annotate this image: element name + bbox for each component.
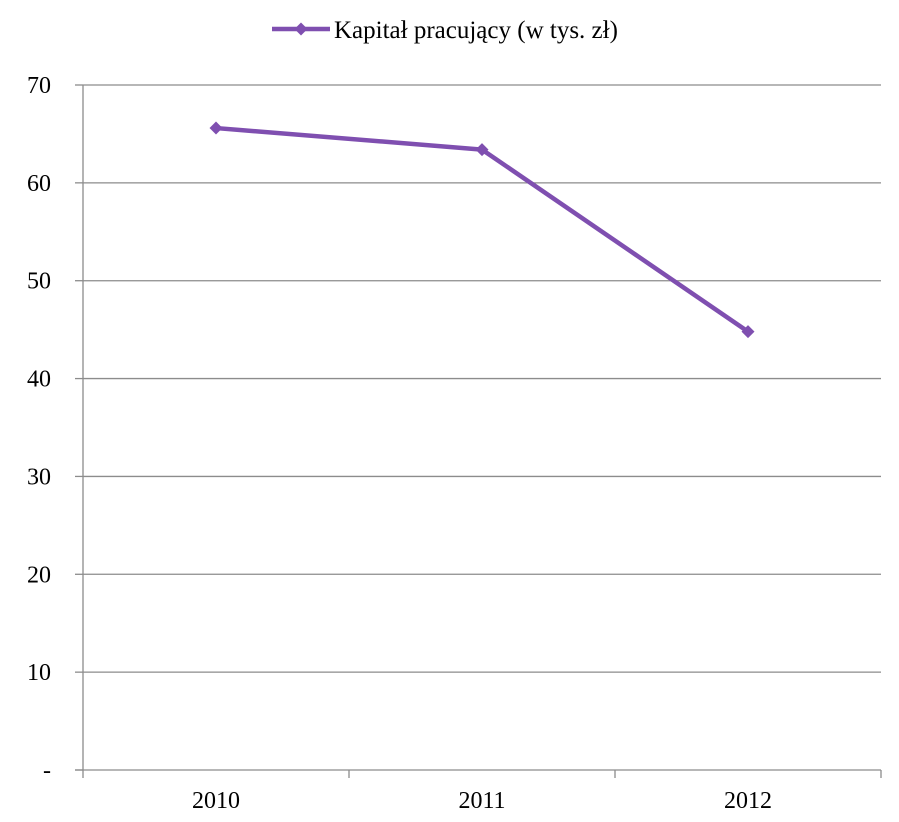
y-axis-tick-labels: - 10 20 30 40 50 60 70 (27, 73, 51, 784)
legend-series-label: Kapitał pracujący (w tys. zł) (334, 17, 618, 44)
y-gridlines (75, 84, 881, 771)
y-tick-label-40: 40 (27, 367, 51, 393)
y-tick-label-60: 60 (27, 171, 51, 197)
data-point-2010 (209, 121, 223, 135)
y-tick-label-70: 70 (27, 73, 51, 99)
x-axis-tick-labels: 2010 2011 2012 (192, 788, 772, 814)
y-tick-label-30: 30 (27, 464, 51, 490)
data-point-2011 (475, 143, 489, 157)
x-tick-label-2012: 2012 (724, 788, 772, 814)
y-tick-label-0: - (43, 758, 51, 784)
x-tick-label-2011: 2011 (458, 788, 505, 814)
x-tick-label-2010: 2010 (192, 788, 240, 814)
chart-legend: Kapitał pracujący (w tys. zł) (272, 17, 618, 44)
series-line (215, 125, 750, 334)
y-tick-label-20: 20 (27, 562, 51, 588)
chart-axes (75, 85, 882, 778)
data-series (209, 121, 755, 339)
y-tick-label-50: 50 (27, 269, 51, 295)
legend-series-marker (294, 22, 308, 36)
y-tick-label-10: 10 (27, 660, 51, 686)
data-point-2012 (741, 325, 755, 339)
